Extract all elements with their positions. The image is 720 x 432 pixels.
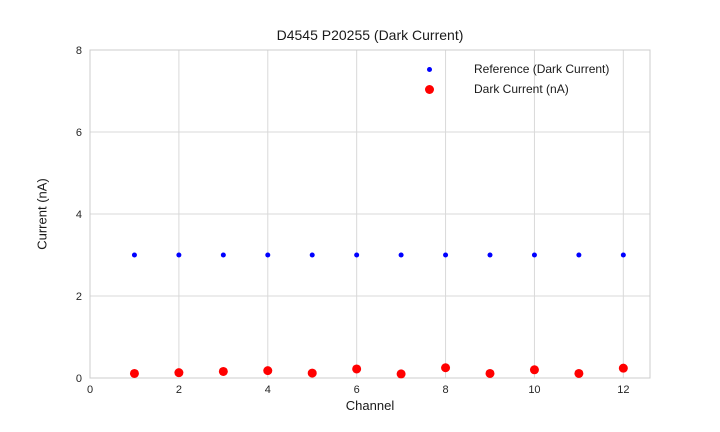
x-tick-label: 10 <box>528 384 540 396</box>
data-point <box>529 365 539 375</box>
x-tick-label: 2 <box>176 384 182 396</box>
dark-current-marker-icon <box>424 84 434 94</box>
data-point <box>574 368 584 378</box>
chart-title: D4545 P20255 (Dark Current) <box>276 27 464 43</box>
data-point <box>265 252 271 258</box>
legend-marker-box <box>417 79 441 99</box>
reference-marker-icon <box>426 66 432 72</box>
x-tick-label: 0 <box>87 384 93 396</box>
data-point <box>307 368 317 378</box>
data-point <box>443 252 449 258</box>
data-point <box>398 252 404 258</box>
data-point <box>485 368 495 378</box>
y-tick-label: 0 <box>76 373 82 385</box>
y-tick-label: 2 <box>76 291 82 303</box>
data-point <box>618 363 628 373</box>
x-tick-label: 12 <box>617 384 629 396</box>
y-tick-label: 8 <box>76 45 82 57</box>
data-point <box>354 252 360 258</box>
data-point <box>396 369 406 379</box>
data-point <box>441 363 451 373</box>
legend: Reference (Dark Current) Dark Current (n… <box>417 59 609 99</box>
legend-label: Dark Current (nA) <box>474 82 569 96</box>
data-point <box>531 252 537 258</box>
y-tick-label: 6 <box>76 127 82 139</box>
legend-item-dark-current: Dark Current (nA) <box>417 79 609 99</box>
data-point <box>129 368 139 378</box>
data-point <box>352 364 362 374</box>
y-axis-label: Current (nA) <box>34 178 50 250</box>
data-point <box>220 252 226 258</box>
data-point <box>174 368 184 378</box>
data-point <box>576 252 582 258</box>
plot-border <box>89 49 651 379</box>
data-point <box>620 252 626 258</box>
data-point <box>309 252 315 258</box>
data-point <box>176 252 182 258</box>
data-point <box>218 366 228 376</box>
x-tick-label: 8 <box>442 384 448 396</box>
legend-marker-box <box>417 59 441 79</box>
data-point <box>487 252 493 258</box>
x-tick-label: 6 <box>354 384 360 396</box>
x-tick-label: 4 <box>265 384 271 396</box>
legend-item-reference: Reference (Dark Current) <box>417 59 609 79</box>
data-point <box>263 366 273 376</box>
legend-label: Reference (Dark Current) <box>474 62 610 76</box>
data-point <box>131 252 137 258</box>
y-tick-label: 4 <box>76 209 82 221</box>
x-axis-label: Channel <box>345 398 395 413</box>
